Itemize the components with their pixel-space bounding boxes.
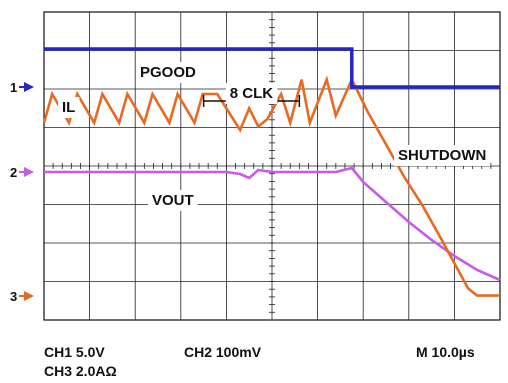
ch3-scale-readout: CH3 2.0AΩ: [44, 363, 117, 379]
annotation-vout-backdrop: [148, 190, 198, 211]
annotation-layer: PGOOD IL 8 CLK SHUTDOWN VOUT: [58, 62, 491, 211]
channel-marker-3-label: 3: [10, 289, 17, 304]
timebase-readout: M 10.0µs: [416, 344, 475, 360]
channel-marker-3-arrow-icon: [24, 291, 34, 301]
ch2-scale-readout: CH2 100mV: [184, 344, 262, 360]
trace-il: [42, 75, 500, 297]
annotation-shutdown-backdrop: [394, 145, 491, 166]
scale-readouts: CH1 5.0V CH2 100mV CH3 2.0AΩ M 10.0µs: [44, 344, 475, 379]
annotation-pgood-backdrop: [136, 62, 201, 83]
trace-vout: [44, 166, 501, 282]
channel-marker-1-label: 1: [10, 80, 17, 95]
annotation-il: IL: [62, 99, 75, 116]
annotation-8-clk: 8 CLK: [230, 85, 274, 102]
annotation-pgood: PGOOD: [140, 64, 196, 81]
channel-marker-1-arrow-icon: [24, 82, 34, 92]
annotation-il-backdrop: [58, 97, 80, 118]
annotation-shutdown: SHUTDOWN: [398, 147, 486, 164]
trace-layer: [42, 47, 501, 297]
channel-marker-2-label: 2: [10, 165, 17, 180]
annotation-8-clk-backdrop: [225, 83, 278, 104]
annotation-vout: VOUT: [152, 192, 194, 209]
trace-pgood: [44, 47, 500, 89]
ch1-scale-readout: CH1 5.0V: [44, 344, 105, 360]
channel-marker-2-arrow-icon: [24, 167, 34, 177]
channel-markers: 1 2 3: [10, 80, 34, 304]
